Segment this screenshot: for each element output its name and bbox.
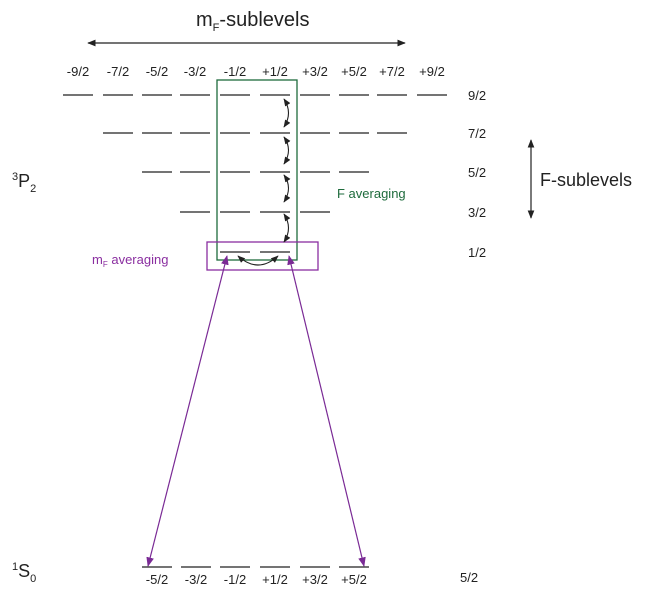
mf-label: -1/2 — [224, 64, 246, 79]
p-level-label: 9/2 — [468, 88, 486, 103]
mf-label: -5/2 — [146, 64, 168, 79]
mf-label: +5/2 — [341, 64, 367, 79]
p-level-label: 5/2 — [468, 165, 486, 180]
f-averaging-label: F averaging — [337, 186, 406, 201]
mf-label: -9/2 — [67, 64, 89, 79]
s-mf-label: +3/2 — [302, 572, 328, 587]
transition-left — [146, 255, 229, 567]
mf-label: +9/2 — [419, 64, 445, 79]
mf-coupling-arrow — [237, 255, 279, 266]
transition-right — [287, 255, 366, 567]
coupling-arrow-3-1 — [283, 213, 291, 243]
mf-averaging-box — [206, 241, 319, 271]
mf-label: +3/2 — [302, 64, 328, 79]
s-mf-label: -5/2 — [146, 572, 168, 587]
p-level-label: 3/2 — [468, 205, 486, 220]
mf-label: +7/2 — [379, 64, 405, 79]
optical-transitions — [146, 255, 366, 567]
s-mf-label: -3/2 — [185, 572, 207, 587]
p-level-label: 1/2 — [468, 245, 486, 260]
mf-label: -3/2 — [184, 64, 206, 79]
p-state-levels — [63, 94, 447, 253]
f-averaging-box — [216, 79, 298, 261]
coupling-arrow-7-5 — [283, 136, 291, 165]
p-level-label: 7/2 — [468, 126, 486, 141]
s-level-label: 5/2 — [460, 570, 478, 585]
mf-sublevels-title: mF-sublevels — [196, 9, 309, 34]
mf-label-row: -9/2 -7/2 -5/2 -3/2 -1/2 +1/2 +3/2 +5/2 +7/2 +9/2 — [67, 64, 445, 79]
mf-averaging-label: mF averaging — [92, 252, 168, 269]
lower-state-label: 1S0 — [12, 561, 36, 585]
mf-label: -7/2 — [107, 64, 129, 79]
s-mf-label: -1/2 — [224, 572, 246, 587]
s-mf-label: +5/2 — [341, 572, 367, 587]
p-level-labels: 9/2 7/2 5/2 3/2 1/2 — [468, 88, 486, 260]
mf-label: +1/2 — [262, 64, 288, 79]
coupling-arrow-5-3 — [283, 174, 291, 203]
s-mf-label-row: -5/2 -3/2 -1/2 +1/2 +3/2 +5/2 — [146, 572, 367, 587]
upper-state-label: 3P2 — [12, 171, 36, 195]
s-mf-label: +1/2 — [262, 572, 288, 587]
f-coupling-arrows — [237, 98, 291, 266]
f-sublevels-label: F-sublevels — [540, 170, 632, 190]
coupling-arrow-9-7 — [283, 98, 291, 128]
